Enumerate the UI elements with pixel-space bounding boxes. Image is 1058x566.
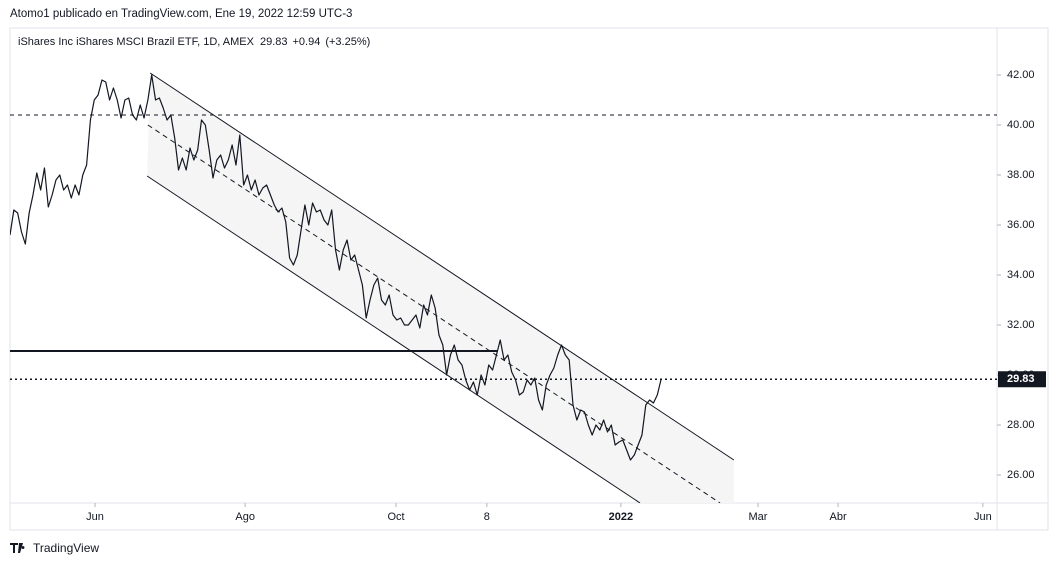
legend-change-pct: (+3.25%) bbox=[325, 36, 370, 48]
channel-fill bbox=[147, 73, 734, 503]
y-tick-label: 36.00 bbox=[1007, 219, 1035, 231]
y-tick-label: 32.00 bbox=[1007, 319, 1035, 331]
channel-median bbox=[147, 124, 721, 503]
y-tick-label: 38.00 bbox=[1007, 169, 1035, 181]
frame bbox=[9, 27, 1049, 531]
x-tick-label: Jun bbox=[86, 511, 104, 523]
legend: iShares Inc iShares MSCI Brazil ETF, 1D,… bbox=[18, 36, 370, 48]
legend-title: iShares Inc iShares MSCI Brazil ETF, 1D,… bbox=[18, 36, 255, 48]
legend-change: +0.94 bbox=[293, 36, 321, 48]
header: Atomo1 publicado en TradingView.com, Ene… bbox=[10, 8, 352, 20]
last-price-label: 29.83 bbox=[1007, 373, 1035, 385]
channel-upper bbox=[149, 72, 735, 461]
channel-lower bbox=[146, 175, 641, 503]
plot bbox=[10, 72, 997, 503]
y-tick-label: 42.00 bbox=[1007, 69, 1035, 81]
x-tick-label: Oct bbox=[388, 511, 405, 523]
x-tick-label: Ago bbox=[235, 511, 255, 523]
price-line bbox=[10, 74, 662, 461]
x-tick-label: Mar bbox=[749, 511, 768, 523]
x-tick-label: 8 bbox=[484, 511, 490, 523]
legend-last: 29.83 bbox=[260, 36, 288, 48]
footer: TradingView bbox=[33, 541, 99, 555]
y-tick-label: 34.00 bbox=[1007, 269, 1035, 281]
x-tick-label: Abr bbox=[829, 511, 846, 523]
y-tick-label: 40.00 bbox=[1007, 119, 1035, 131]
y-tick-label: 28.00 bbox=[1007, 419, 1035, 431]
x-tick-label: 2022 bbox=[609, 511, 633, 523]
logo-icon bbox=[10, 543, 25, 553]
y-tick-label: 26.00 bbox=[1007, 469, 1035, 481]
logo: TradingView bbox=[10, 541, 99, 555]
x-tick-label: Jun bbox=[974, 511, 992, 523]
last-price-box bbox=[998, 371, 1046, 388]
